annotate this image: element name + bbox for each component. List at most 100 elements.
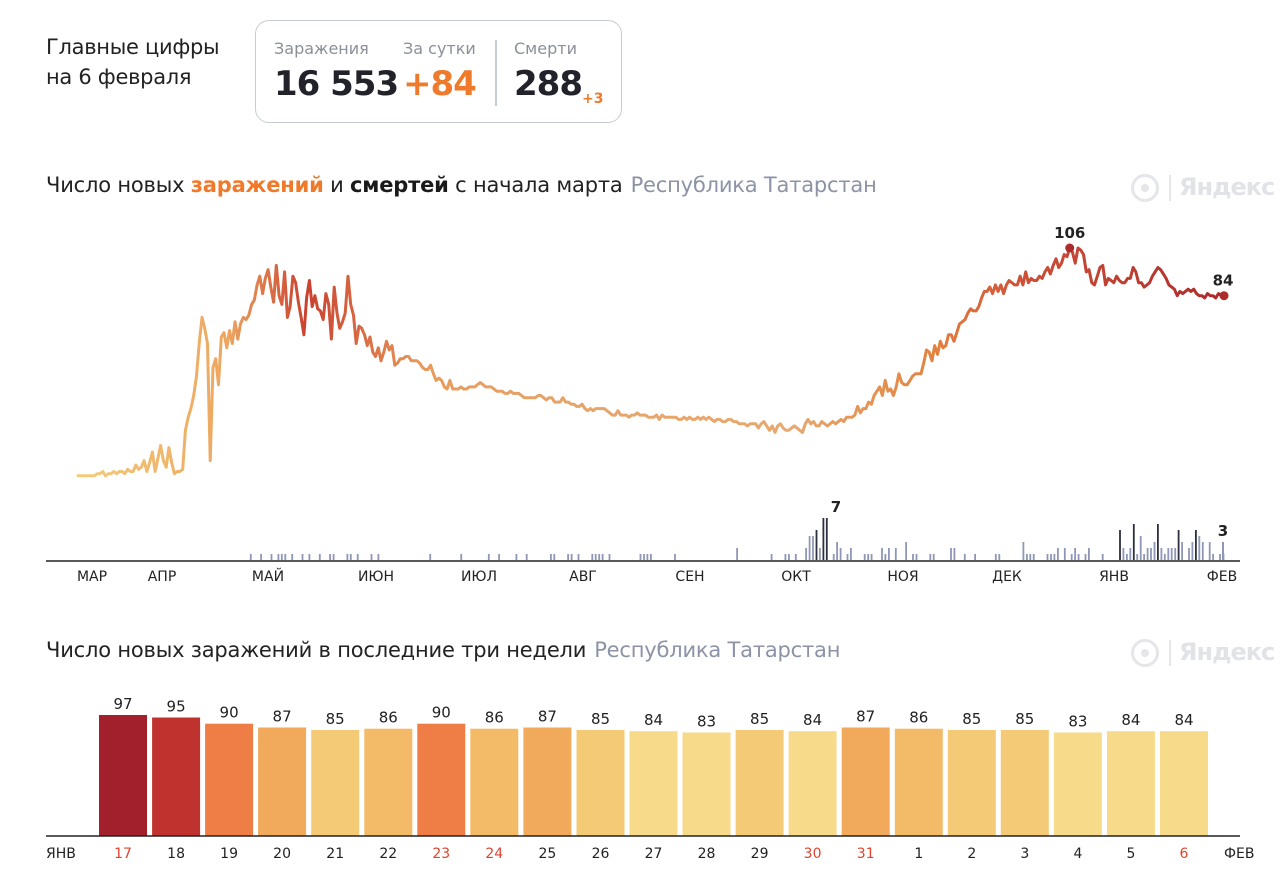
bar-value-label: 85 bbox=[750, 710, 769, 728]
deaths-bar bbox=[850, 548, 852, 560]
bar-date-label: 28 bbox=[698, 846, 716, 862]
deaths-bar bbox=[515, 554, 518, 560]
bar-date-label: 5 bbox=[1126, 846, 1135, 862]
bar bbox=[1053, 732, 1102, 836]
deaths-bar bbox=[601, 554, 604, 560]
deaths-bar bbox=[1195, 530, 1197, 560]
chart1-title-and: и bbox=[323, 173, 351, 197]
bar-value-label: 95 bbox=[167, 698, 186, 716]
bar bbox=[682, 732, 731, 836]
deaths-bar bbox=[905, 542, 907, 560]
deaths-bar bbox=[280, 554, 283, 560]
stat-infections: Заражения 16 553 bbox=[274, 39, 399, 104]
deaths-bar bbox=[1077, 554, 1080, 560]
deaths-bar bbox=[884, 554, 887, 560]
peak-label: 106 bbox=[1054, 224, 1085, 242]
month-label: АВГ bbox=[569, 569, 597, 585]
deaths-bar bbox=[487, 554, 490, 560]
stats-card: Заражения 16 553 За сутки +84 Смерти 288… bbox=[255, 20, 622, 123]
bar-value-label: 85 bbox=[962, 710, 981, 728]
last-label: 84 bbox=[1213, 272, 1234, 290]
bar bbox=[99, 715, 147, 836]
deaths-bar bbox=[1201, 542, 1204, 560]
deaths-bar bbox=[277, 554, 280, 560]
deaths-bar bbox=[736, 548, 738, 560]
stat-daily: За сутки +84 bbox=[403, 39, 477, 104]
deaths-bar bbox=[370, 554, 373, 560]
yandex-logo-text: Яндекс bbox=[1179, 173, 1275, 201]
month-labels: МАР АПР МАЙ ИЮН ИЮЛ АВГ СЕН ОКТ НОЯ ДЕК ЯНВ ФЕВ bbox=[77, 567, 1237, 585]
stat-deaths: Смерти 288 +3 bbox=[514, 39, 603, 107]
chart1-title-part2: с начала марта bbox=[448, 173, 623, 197]
bar-value-label: 87 bbox=[856, 708, 875, 726]
bar bbox=[470, 728, 519, 836]
deaths-bar bbox=[1084, 554, 1087, 560]
bar-value-label: 87 bbox=[273, 708, 292, 726]
deaths-bar bbox=[291, 554, 294, 560]
deaths-bar bbox=[1119, 530, 1121, 560]
x-label-feb: ФЕВ bbox=[1224, 846, 1255, 862]
deaths-bar bbox=[1198, 536, 1201, 560]
deaths-bar bbox=[1174, 548, 1177, 560]
deaths-bar bbox=[822, 518, 825, 560]
deaths-bar bbox=[1126, 554, 1128, 560]
month-label: ИЮЛ bbox=[461, 569, 497, 585]
deaths-delta: +3 bbox=[582, 91, 604, 107]
bar-value-label: 86 bbox=[909, 709, 928, 727]
bar-value-label: 85 bbox=[326, 710, 345, 728]
bar bbox=[258, 727, 307, 836]
deaths-bar bbox=[1046, 554, 1049, 560]
bar-date-label: 25 bbox=[538, 846, 556, 862]
deaths-bar bbox=[839, 548, 842, 560]
bar bbox=[364, 728, 413, 836]
deaths-bar bbox=[460, 554, 463, 560]
deaths-bar bbox=[553, 554, 556, 560]
deaths-bar bbox=[784, 554, 787, 560]
deaths-bar bbox=[1163, 554, 1166, 560]
bar-value-label: 83 bbox=[1068, 713, 1087, 731]
deaths-bar bbox=[643, 554, 645, 560]
deaths-bar bbox=[1160, 548, 1163, 560]
bars: 9717951890198720852186229023862487258526… bbox=[99, 695, 1208, 862]
deaths-bar bbox=[356, 554, 359, 560]
deaths-bar bbox=[550, 554, 552, 560]
deaths-bar bbox=[915, 554, 918, 560]
deaths-bar bbox=[1177, 530, 1180, 560]
bar bbox=[576, 730, 625, 836]
infections-label: Заражения bbox=[274, 39, 369, 58]
deaths-bar bbox=[639, 554, 642, 560]
deaths-bar bbox=[1101, 554, 1104, 560]
month-label: МАР bbox=[77, 569, 107, 585]
deaths-bar bbox=[1143, 554, 1145, 560]
month-label: ЯНВ bbox=[1099, 569, 1129, 585]
headline-line-1: Главные цифры bbox=[46, 35, 220, 59]
deaths-bar bbox=[1070, 554, 1073, 560]
chart1-title-infections: заражений bbox=[190, 173, 324, 197]
month-label: ДЕК bbox=[992, 569, 1022, 585]
chart1-title: Число новых заражений и смертей с начала… bbox=[46, 173, 877, 197]
bar-date-label: 21 bbox=[326, 846, 344, 862]
bar-date-label: 4 bbox=[1073, 846, 1082, 862]
bar-date-label: 20 bbox=[273, 846, 291, 862]
month-label: МАЙ bbox=[252, 567, 284, 585]
deaths-bar bbox=[567, 554, 569, 560]
deaths-bar bbox=[1153, 542, 1156, 560]
bar-date-label: 31 bbox=[857, 846, 875, 862]
deaths-bar bbox=[346, 554, 349, 560]
month-label: НОЯ bbox=[887, 569, 918, 585]
bar bbox=[1000, 730, 1049, 836]
deaths-bar bbox=[332, 554, 335, 560]
deaths-bar bbox=[974, 554, 976, 560]
deaths-bar bbox=[894, 548, 897, 560]
infections-deaths-chart: 106 84 7 3 МАР АПР МАЙ ИЮН ИЮЛ АВГ СЕН ОКТ НОЯ ДЕ… bbox=[46, 224, 1240, 585]
deaths-bar bbox=[808, 536, 811, 560]
deaths-bar bbox=[805, 548, 807, 560]
deaths-bar bbox=[794, 554, 797, 560]
bar-date-label: 23 bbox=[432, 846, 450, 862]
deaths-bar bbox=[1132, 524, 1135, 560]
bar-value-label: 90 bbox=[220, 704, 239, 722]
bar-value-label: 87 bbox=[538, 708, 557, 726]
deaths-bar bbox=[929, 554, 932, 560]
bar-date-label: 30 bbox=[804, 846, 822, 862]
deaths-bar bbox=[994, 554, 997, 560]
